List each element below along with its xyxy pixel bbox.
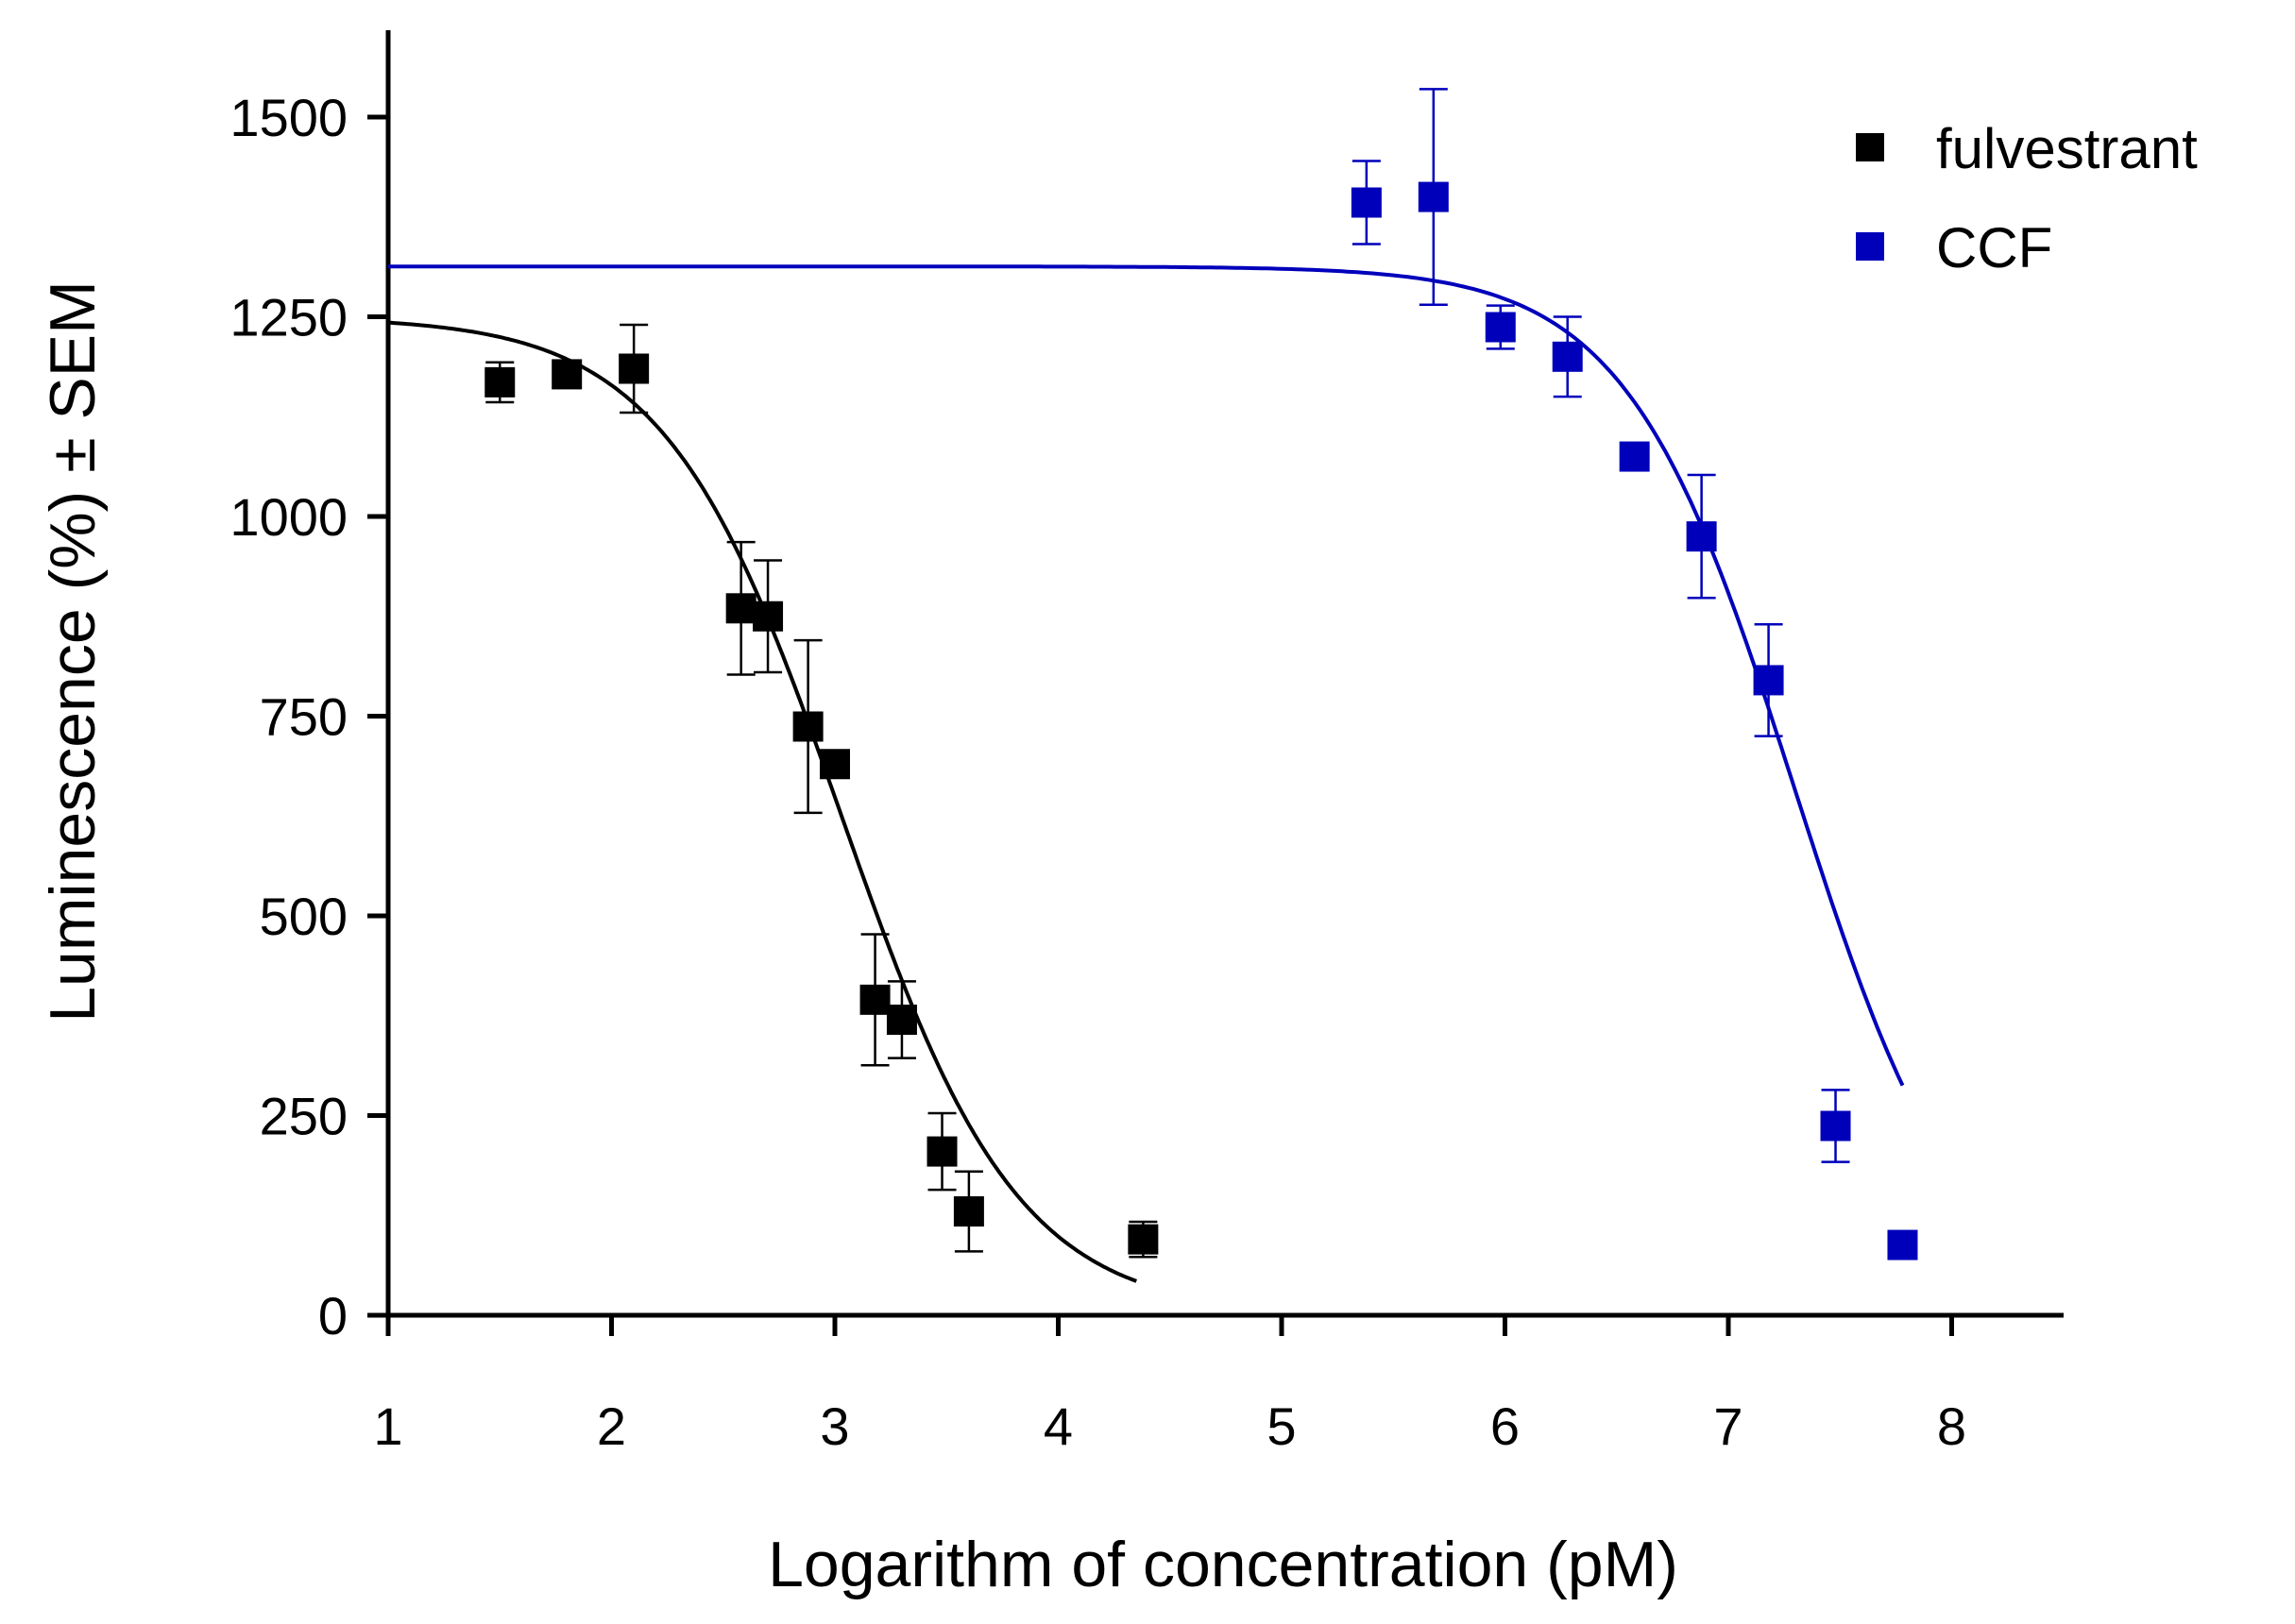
y-tick-label-1500: 1500 [230,88,348,147]
point-fulvestrant-2 [619,353,650,384]
y-tick-label-750: 750 [260,687,348,747]
data-points [484,88,1918,1260]
y-axis-title: Luminescence (%) ± SEM [37,280,109,1023]
x-axis-title: Logarithm of concentration (pM) [768,1529,1678,1600]
point-fulvestrant-11 [1128,1224,1159,1255]
legend-label-ccf: CCF [1936,216,2052,279]
fit-curve-ccf [388,264,1905,1087]
point-ccf-2 [1485,312,1516,343]
x-tick-label-3: 3 [820,1396,849,1456]
y-tick-label-1000: 1000 [230,487,348,547]
x-tick-label-8: 8 [1937,1396,1966,1456]
point-fulvestrant-9 [926,1136,958,1167]
point-fulvestrant-8 [886,1004,917,1035]
point-ccf-7 [1820,1110,1851,1142]
x-tick-label-5: 5 [1266,1396,1296,1456]
point-ccf-5 [1686,521,1717,552]
legend-swatch-ccf [1856,232,1884,261]
point-ccf-6 [1753,665,1784,696]
legend-swatch-fulvestrant [1856,133,1884,161]
ticks: 1 2 3 4 5 6 7 8 0 250 500 750 1000 1250 1500 [230,88,1966,1456]
legend: fulvestrant CCF [1856,117,2198,279]
point-fulvestrant-6 [820,749,850,780]
y-tick-label-500: 500 [260,887,348,946]
point-ccf-4 [1619,441,1650,472]
point-fulvestrant-4 [753,601,784,632]
x-tick-label-2: 2 [597,1396,626,1456]
point-fulvestrant-0 [484,366,516,398]
point-ccf-8 [1887,1229,1918,1260]
x-tick-label-7: 7 [1713,1396,1742,1456]
axes [385,30,2064,1318]
point-ccf-0 [1351,187,1382,218]
point-ccf-3 [1552,341,1583,372]
point-fulvestrant-5 [792,711,824,742]
fit-curves [387,264,1905,1283]
fit-curve-fulvestrant [387,320,1137,1283]
point-ccf-1 [1418,181,1449,212]
y-tick-label-250: 250 [260,1087,348,1146]
y-tick-label-0: 0 [318,1286,348,1345]
point-fulvestrant-10 [953,1196,984,1227]
point-fulvestrant-7 [859,984,891,1015]
x-tick-label-6: 6 [1490,1396,1520,1456]
legend-label-fulvestrant: fulvestrant [1936,117,2198,180]
x-tick-label-1: 1 [373,1396,402,1456]
y-tick-label-1250: 1250 [230,288,348,347]
point-fulvestrant-1 [552,359,583,390]
x-tick-label-4: 4 [1044,1396,1073,1456]
point-fulvestrant-3 [725,593,756,624]
